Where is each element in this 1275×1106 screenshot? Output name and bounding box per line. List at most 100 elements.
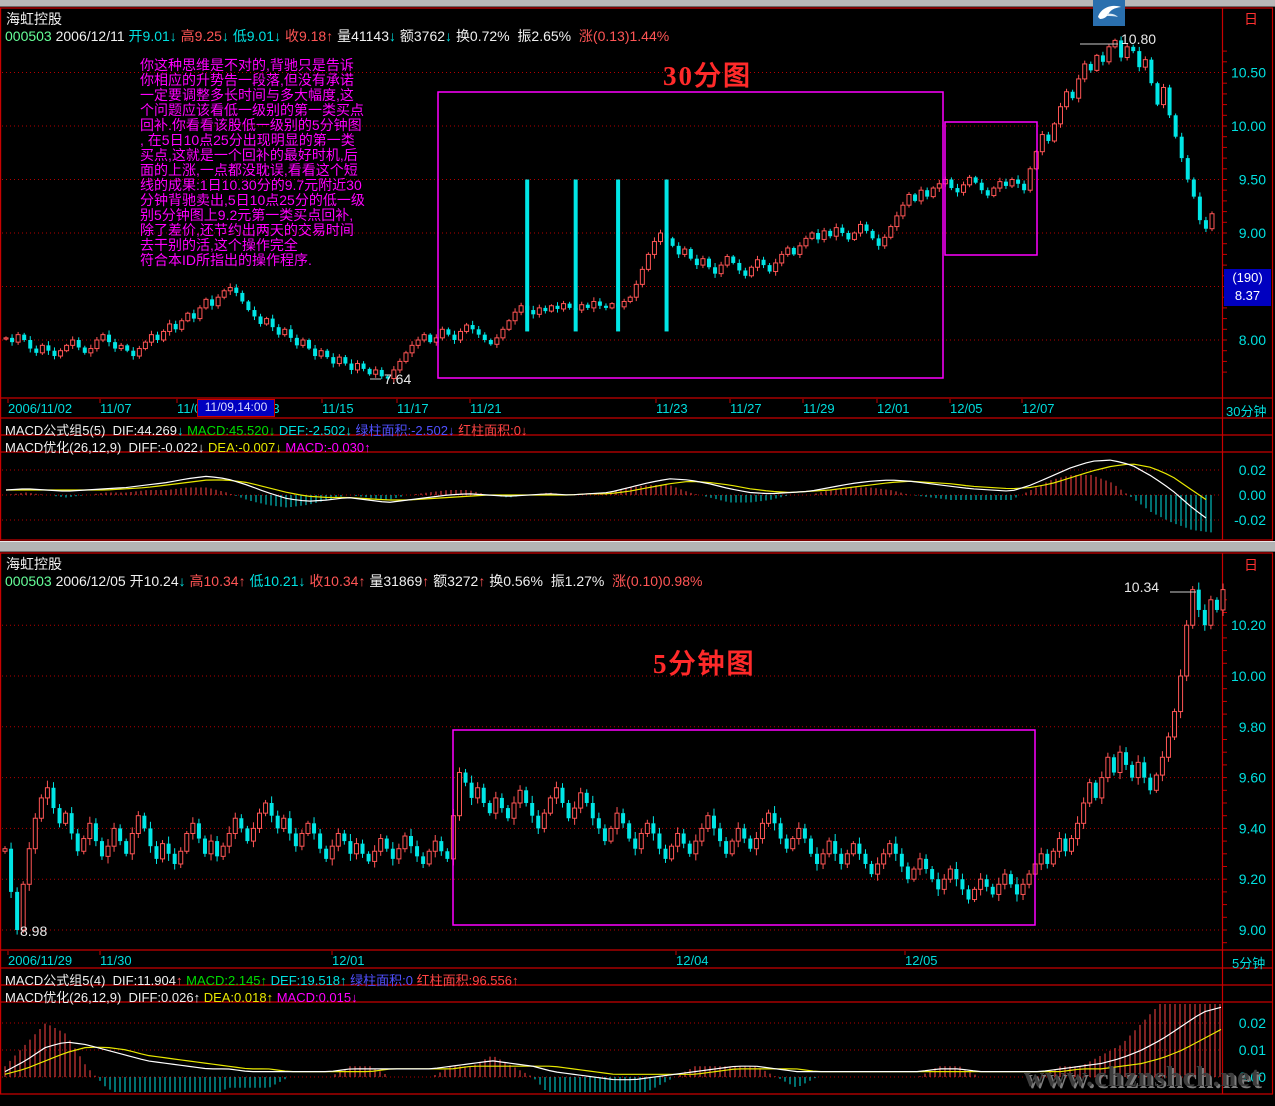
indicator-row-macd-opt: MACD优化(26,12,9) DIFF:0.026↑ DEA:0.018↑ M… [5,987,358,1006]
candlestick-chart-5min[interactable]: 10.20 10.00 9.80 9.60 9.40 9.20 9.00 8.98 10.34 0… [0,552,1275,1106]
macd-panel[interactable]: 0.02 0.01 0.00 [2,1015,1266,1085]
panel-5min: 10.20 10.00 9.80 9.60 9.40 9.20 9.00 8.98 10.34 0… [0,552,1275,1106]
price-axis-label: 10.50 [1231,65,1266,81]
price-axis-label: 9.80 [1239,719,1266,735]
price-axis-label: 8.00 [1239,332,1266,348]
panel-30min: 10.50 10.00 9.50 9.00 8.00 7.64 10.80 0.02 0.00 -… [0,0,1275,541]
date-label: 11/15 [322,401,354,416]
macd-panel[interactable]: 0.02 0.00 -0.02 [2,462,1266,528]
stock-name: 海虹控股 [6,11,62,27]
info-segment: ↓ [445,28,456,44]
period-corner-icon[interactable]: 日 [1244,11,1258,27]
candle-series[interactable] [2,582,1226,935]
info-segment: 绿柱面积:-2.502 [355,423,448,438]
info-segment: ↓ [169,28,181,44]
date-label: 11/30 [100,953,132,968]
info-segment: ↑ [478,573,490,589]
info-segment: ↑ [238,573,250,589]
info-segment: ↑ [175,973,187,988]
info-segment: MACD优化(26,12,9) [5,990,129,1005]
ohlc-info-row: 000503 2006/12/05 开10.24↓ 高10.34↑ 低10.21… [5,571,702,591]
info-segment: 额3272 [433,573,479,589]
info-segment: DEF:-2.502 [278,423,346,438]
macd-dif-line [4,1006,1222,1081]
info-segment: 2006/12/11 [51,28,129,44]
crosshair-price-box: (190) 8.37 [1224,269,1271,306]
macd-axis-label: 0.00 [1239,487,1266,503]
info-segment: 振2.65% [517,28,579,44]
price-callout-label: 10.34 [1124,579,1159,595]
app-logo-icon[interactable] [1093,0,1125,26]
info-segment: MACD:0.015 [276,990,352,1005]
info-segment: DIF:11.904 [112,973,176,988]
info-segment: MACD公式组5(5) [5,423,113,438]
price-callout-label: 7.64 [384,371,411,387]
candlestick-chart-30min[interactable]: 10.50 10.00 9.50 9.00 8.00 7.64 10.80 0.02 0.00 -… [0,0,1275,541]
info-segment: 000503 [5,28,52,44]
date-label: 2006/11/02 [8,401,73,416]
info-segment: 振1.27% [550,573,613,589]
date-label: 2006/11/29 [8,953,73,968]
price-axis-label: 9.60 [1239,770,1266,786]
macd-axis-label: 0.00 [1239,1069,1266,1085]
price-axis-label: 9.00 [1239,922,1266,938]
volume-spike-bars [525,179,669,332]
indicator-row-macd-formula: MACD公式组5(5) DIF:44.269↓ MACD:45.520↓ DEF… [5,420,527,439]
date-label: 12/05 [905,953,938,968]
macd-axis-label: -0.02 [1234,512,1266,528]
info-segment: ↑ [266,990,277,1005]
date-label: 11/07 [100,401,132,416]
info-segment: MACD优化(26,12,9) [5,440,129,455]
price-callouts: 8.98 10.34 [20,579,1196,939]
info-segment: ↓ [268,423,279,438]
macd-dea-line [6,463,1207,501]
crosshair-date-box: 11/09,14:00 [197,399,275,417]
panel-frame [0,552,1274,1095]
info-segment: 高10.34 [189,573,239,589]
info-segment: 收9.18 [284,28,327,44]
info-segment: ↓ [389,28,400,44]
price-axis-label: 9.00 [1239,225,1266,241]
info-segment: ↓ [520,423,528,438]
date-label: 11/17 [397,401,429,416]
info-segment: ↓ [275,440,286,455]
date-ticks [7,951,906,955]
highlight-boxes [437,91,1038,379]
period-label-30min[interactable]: 30分钟 [1226,404,1267,419]
info-segment: ↓ [178,573,190,589]
chart-title-5min: 5分钟图 [653,649,756,679]
price-axis-label: 9.20 [1239,871,1266,887]
watermark-text: www.chznshch.net [1024,1062,1261,1093]
chart-title-30min: 30分图 [663,61,752,91]
date-label: 12/05 [950,401,983,416]
price-axis-label: 9.50 [1239,172,1266,188]
info-segment: ↓ [298,573,310,589]
crosshair-price-value: 8.37 [1234,288,1261,303]
candle-series[interactable] [3,36,1215,383]
info-segment: 额3762 [399,28,446,44]
price-callout-label: 10.80 [1121,31,1156,47]
indicator-row-macd-opt: MACD优化(26,12,9) DIFF:-0.022↓ DEA:-0.007↓… [5,437,371,456]
price-callout-label: 8.98 [20,923,47,939]
info-segment: ↑ [364,440,371,455]
date-label: 12/04 [676,953,709,968]
info-segment: DEA:0.018 [203,990,267,1005]
info-segment: DIFF:0.026 [128,990,194,1005]
info-segment: 换0.56% [489,573,551,589]
period-corner-icon[interactable]: 日 [1244,557,1258,573]
info-segment: 红柱面积:96.556 [413,973,512,988]
date-label: 11/29 [803,401,835,416]
stock-name: 海虹控股 [6,556,62,572]
info-segment: ↓ [274,28,285,44]
info-segment: ↑ [193,990,204,1005]
info-segment: 涨(0.10)0.98% [612,573,703,589]
info-segment: ↓ [345,423,356,438]
macd-axis-label: 0.01 [1239,1042,1266,1058]
price-axis-label: 10.20 [1231,617,1266,633]
period-label-5min[interactable]: 5分钟 [1232,956,1266,971]
info-segment: DIF:44.269 [112,423,177,438]
window-top-strip [0,0,1275,7]
panel-splitter[interactable] [0,541,1275,552]
info-segment: ↓ [351,990,358,1005]
